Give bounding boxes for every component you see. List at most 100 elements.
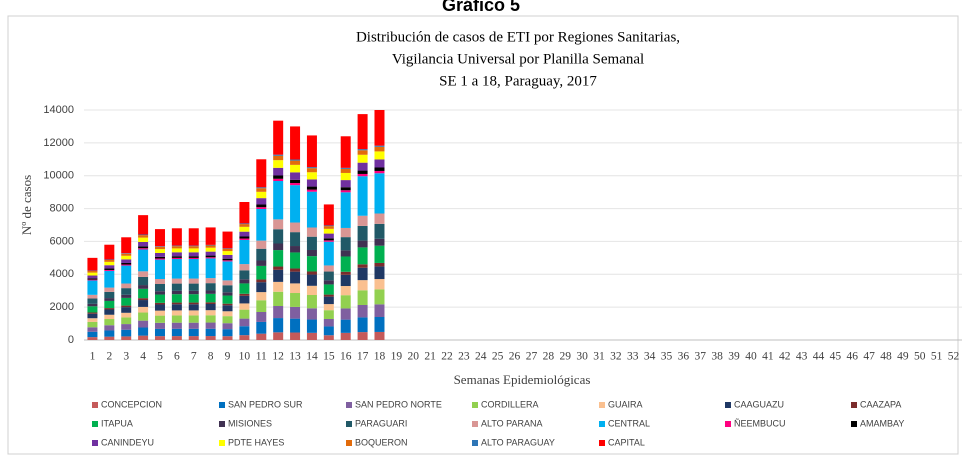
legend-swatch xyxy=(346,402,352,408)
bar-segment xyxy=(323,265,334,272)
bar-segment xyxy=(357,267,368,281)
bar-segment xyxy=(154,283,165,292)
bar-segment xyxy=(306,135,317,168)
legend-swatch xyxy=(92,440,98,446)
bar-segment xyxy=(154,310,165,316)
bar-segment xyxy=(121,317,132,325)
bar-segment xyxy=(171,322,182,329)
bar-segment xyxy=(340,271,351,275)
bar-segment xyxy=(104,314,115,320)
bar-segment xyxy=(87,321,98,328)
bar-segment xyxy=(273,120,284,155)
bar-segment xyxy=(138,215,149,235)
bar-segment xyxy=(154,256,165,259)
bar-segment xyxy=(273,178,284,181)
bar-segment xyxy=(357,240,368,248)
bar-segment xyxy=(306,319,317,333)
bar-segment xyxy=(273,175,284,179)
x-tick-label: 49 xyxy=(897,351,909,363)
legend-label: SAN PEDRO SUR xyxy=(228,399,303,409)
y-tick-label: 12000 xyxy=(43,137,74,149)
bar-segment xyxy=(121,294,132,298)
bar-segment xyxy=(121,265,132,284)
bar-segment xyxy=(121,253,132,254)
bar-segment xyxy=(256,198,267,205)
bar-segment xyxy=(104,244,115,260)
legend-label: CORDILLERA xyxy=(481,399,539,409)
bar-segment xyxy=(138,249,149,272)
bar-segment xyxy=(374,331,385,340)
legend-label: PARAGUARI xyxy=(355,418,407,428)
bar-segment xyxy=(374,262,385,267)
bar-segment xyxy=(256,279,267,283)
legend-swatch xyxy=(472,402,478,408)
bar-segment xyxy=(239,224,250,227)
x-tick-label: 43 xyxy=(796,351,808,363)
x-tick-label: 7 xyxy=(191,351,197,363)
bar-segment xyxy=(104,291,115,299)
bar-segment xyxy=(340,167,351,169)
bar-segment xyxy=(256,207,267,209)
x-tick-label: 15 xyxy=(323,351,335,363)
bar-segment xyxy=(171,259,182,279)
bar-segment xyxy=(154,252,165,257)
bar-segment xyxy=(138,271,149,277)
bar-segment xyxy=(239,326,250,336)
bar-segment xyxy=(188,294,199,303)
y-tick-label: 0 xyxy=(68,334,74,346)
bar-segment xyxy=(171,246,182,249)
bar-segment xyxy=(239,231,250,237)
legend-swatch xyxy=(725,421,731,427)
bar-segment xyxy=(121,259,132,263)
bar-segment xyxy=(290,159,301,161)
x-tick-label: 10 xyxy=(239,351,251,363)
bar-segment xyxy=(205,293,216,303)
bar-segment xyxy=(188,336,199,340)
bar-segment xyxy=(222,260,233,262)
bar-segment xyxy=(306,227,317,237)
bar-segment xyxy=(138,235,149,238)
bar-segment xyxy=(323,241,334,266)
bar-segment xyxy=(222,231,233,249)
bar-segment xyxy=(340,319,351,333)
bar-segment xyxy=(104,330,115,337)
bar-segment xyxy=(357,304,368,318)
legend-swatch xyxy=(219,402,225,408)
bar-segment xyxy=(374,317,385,332)
bar-segment xyxy=(290,183,301,186)
bar-segment xyxy=(340,286,351,296)
x-tick-label: 4 xyxy=(140,351,146,363)
bar-segment xyxy=(205,278,216,284)
x-tick-label: 48 xyxy=(880,351,892,363)
bar-segment xyxy=(306,295,317,309)
bar-segment xyxy=(154,336,165,340)
bar-segment xyxy=(171,302,182,305)
bar-segment xyxy=(290,179,301,184)
bar-segment xyxy=(357,280,368,291)
x-tick-label: 2 xyxy=(106,351,112,363)
x-tick-label: 28 xyxy=(543,351,555,363)
bar-segment xyxy=(357,176,368,216)
bar-segment xyxy=(357,114,368,150)
bar-segment xyxy=(306,172,317,180)
bar-segment xyxy=(273,291,284,307)
bar-segment xyxy=(306,191,317,228)
x-tick-label: 35 xyxy=(661,351,673,363)
bar-segment xyxy=(205,302,216,304)
bar-segment xyxy=(87,303,98,307)
bar-segment xyxy=(374,223,385,239)
bar-segment xyxy=(138,327,149,336)
bar-segment xyxy=(239,303,250,310)
bar-segment xyxy=(239,318,250,327)
bar-segment xyxy=(171,290,182,295)
legend-label: CAAGUAZU xyxy=(734,399,784,409)
bar-segment xyxy=(256,282,267,293)
bar-segment xyxy=(256,204,267,208)
bar-segment xyxy=(374,159,385,168)
bar-segment xyxy=(222,251,233,255)
bar-segment xyxy=(374,266,385,280)
bar-segment xyxy=(306,167,317,169)
legend-swatch xyxy=(472,440,478,446)
bar-segment xyxy=(87,331,98,338)
bar-segment xyxy=(188,256,199,258)
